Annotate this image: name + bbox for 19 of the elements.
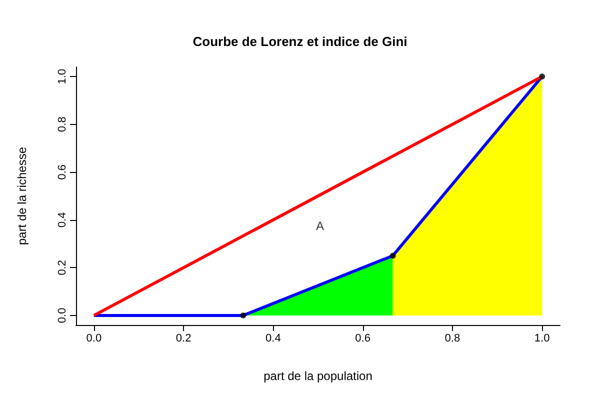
y-tick-label: 0.8 xyxy=(56,116,68,132)
y-tick-label: 0.6 xyxy=(56,164,68,180)
x-tick-label: 0.4 xyxy=(266,332,281,344)
point xyxy=(240,312,246,318)
x-axis-title: part de la population xyxy=(264,369,372,383)
x-tick-label: 1.0 xyxy=(534,332,550,344)
point xyxy=(390,252,396,259)
y-tick-label: 0.0 xyxy=(56,308,68,324)
x-tick-label: 0.0 xyxy=(86,332,102,344)
y-tick-label: 0.4 xyxy=(56,212,68,228)
annotation: A xyxy=(316,219,324,233)
point xyxy=(539,74,546,80)
x-tick-label: 0.8 xyxy=(444,332,460,344)
chart-title: Courbe de Lorenz et indice de Gini xyxy=(192,34,408,49)
y-tick-label: 1.0 xyxy=(56,68,68,84)
y-tick-label: 0.2 xyxy=(56,260,68,276)
x-tick-label: 0.6 xyxy=(355,332,370,344)
x-tick-label: 0.2 xyxy=(176,332,192,344)
y-axis-title: part de la richesse xyxy=(15,146,29,246)
